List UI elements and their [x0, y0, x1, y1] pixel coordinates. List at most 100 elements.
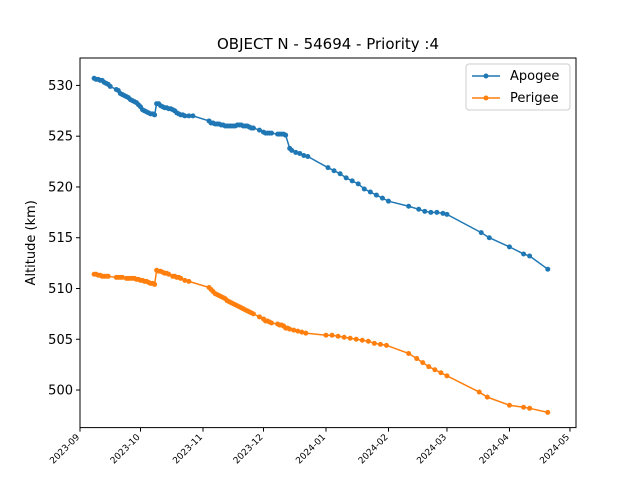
x-tick-label: 2023-09	[48, 432, 82, 466]
perigee-point	[420, 360, 426, 366]
x-tick-label: 2024-02	[357, 433, 391, 467]
apogee-point	[506, 244, 512, 250]
perigee-point	[545, 409, 551, 415]
perigee-point	[152, 281, 158, 287]
perigee-point	[287, 326, 293, 332]
perigee-point	[365, 338, 371, 344]
x-tick-label: 2024-04	[478, 432, 512, 466]
x-tick-label: 2023-11	[171, 433, 205, 467]
apogee-point	[373, 192, 379, 198]
apogee-point	[305, 153, 311, 159]
apogee-point	[440, 210, 446, 216]
apogee-point	[289, 147, 295, 153]
apogee-point	[186, 113, 192, 119]
perigee-point	[178, 275, 184, 281]
perigee-point	[323, 332, 329, 338]
perigee-point	[105, 273, 111, 279]
plot-area	[91, 75, 551, 415]
perigee-point	[341, 334, 347, 340]
apogee-point	[331, 168, 337, 174]
apogee-point	[301, 152, 307, 158]
perigee-point	[303, 330, 309, 336]
y-tick-label: 530	[48, 79, 73, 94]
perigee-point	[426, 364, 432, 370]
apogee-point	[367, 189, 373, 195]
apogee-point	[107, 83, 113, 89]
apogee-point	[343, 175, 349, 181]
apogee-point	[293, 149, 299, 155]
legend: Apogee Perigee	[465, 63, 571, 111]
perigee-point	[444, 373, 450, 379]
apogee-point	[406, 203, 412, 209]
y-axis: 500 505 510 515 520 525 530	[48, 79, 80, 399]
apogee-point	[250, 125, 256, 131]
perigee-point	[521, 404, 527, 410]
apogee-point	[385, 198, 391, 204]
perigee-point	[383, 342, 389, 348]
apogee-point	[444, 211, 450, 217]
y-tick-label: 520	[48, 180, 73, 195]
perigee-point	[527, 405, 533, 411]
apogee-point	[527, 253, 533, 259]
apogee-point	[478, 230, 484, 236]
y-tick-label: 515	[48, 231, 73, 246]
apogee-point	[428, 209, 434, 215]
axes-frame	[79, 57, 577, 429]
apogee-point	[416, 206, 422, 212]
perigee-point	[432, 367, 438, 373]
apogee-point	[325, 165, 331, 171]
perigee-point	[119, 274, 125, 280]
perigee-point	[353, 336, 359, 342]
apogee-point	[361, 186, 367, 192]
perigee-point	[291, 327, 297, 333]
apogee-point	[349, 178, 355, 184]
perigee-point	[269, 320, 275, 326]
perigee-point	[406, 350, 412, 356]
legend-apogee-label: Apogee	[510, 69, 559, 84]
apogee-point	[379, 195, 385, 201]
apogee-point	[190, 113, 196, 119]
apogee-point	[521, 251, 527, 257]
perigee-point	[329, 332, 335, 338]
x-tick-label: 2024-01	[294, 433, 328, 467]
y-axis-label: Altitude (km)	[24, 200, 39, 285]
x-axis: 2023-09 2023-10 2023-11 2023-12 2024-01 2024-…	[48, 427, 572, 467]
perigee-point	[476, 389, 482, 395]
apogee-point	[297, 150, 303, 156]
perigee-point	[484, 394, 490, 400]
perigee-point	[347, 335, 353, 341]
perigee-point	[182, 277, 188, 283]
apogee-point	[182, 113, 188, 119]
legend-perigee-marker	[483, 95, 489, 101]
y-tick-label: 505	[48, 333, 73, 348]
apogee-point	[269, 130, 275, 136]
x-tick-label: 2023-10	[109, 432, 143, 466]
legend-apogee-marker	[483, 73, 489, 79]
x-tick-label: 2023-12	[232, 433, 266, 467]
apogee-point	[256, 127, 262, 133]
perigee-point	[335, 333, 341, 339]
perigee-point	[414, 356, 420, 362]
perigee-point	[371, 340, 377, 346]
x-tick-label: 2024-05	[538, 433, 572, 467]
perigee-point	[295, 328, 301, 334]
perigee-point	[377, 341, 383, 347]
apogee-point	[434, 209, 440, 215]
y-tick-label: 525	[48, 130, 73, 145]
perigee-point	[186, 278, 192, 284]
apogee-point	[545, 266, 551, 272]
perigee-point	[250, 311, 256, 317]
apogee-point	[337, 171, 343, 177]
chart-title: OBJECT N - 54694 - Priority :4	[217, 35, 439, 53]
perigee-point	[506, 402, 512, 408]
y-tick-label: 500	[48, 384, 73, 399]
perigee-point	[299, 329, 305, 335]
legend-perigee-label: Perigee	[510, 91, 559, 106]
apogee-point	[283, 132, 289, 138]
apogee-point	[152, 112, 158, 118]
apogee-point	[355, 181, 361, 187]
perigee-point	[256, 314, 262, 320]
perigee-point	[359, 337, 365, 343]
x-tick-label: 2024-03	[415, 433, 449, 467]
